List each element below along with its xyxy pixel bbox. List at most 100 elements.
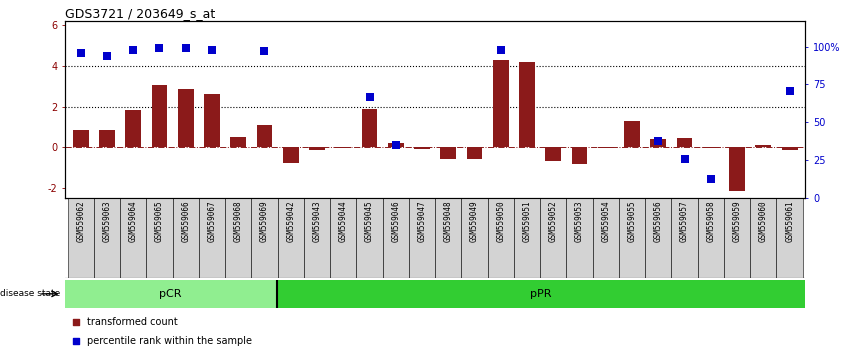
Text: GSM559064: GSM559064 xyxy=(129,201,138,242)
Bar xyxy=(362,109,378,147)
FancyBboxPatch shape xyxy=(120,198,146,278)
Bar xyxy=(99,130,115,147)
Text: pPR: pPR xyxy=(530,289,552,299)
Text: GDS3721 / 203649_s_at: GDS3721 / 203649_s_at xyxy=(65,7,215,20)
FancyBboxPatch shape xyxy=(330,198,357,278)
Text: GSM559053: GSM559053 xyxy=(575,201,584,242)
Bar xyxy=(335,147,351,148)
FancyBboxPatch shape xyxy=(462,198,488,278)
Point xyxy=(704,176,718,181)
FancyBboxPatch shape xyxy=(225,198,251,278)
Text: GSM559056: GSM559056 xyxy=(654,201,662,242)
Point xyxy=(178,45,192,51)
Point xyxy=(69,320,83,325)
Text: GSM559067: GSM559067 xyxy=(208,201,216,242)
Bar xyxy=(650,139,666,147)
Text: GSM559052: GSM559052 xyxy=(549,201,558,242)
Text: GSM559068: GSM559068 xyxy=(234,201,242,242)
Text: GSM559048: GSM559048 xyxy=(443,201,453,242)
Text: GSM559046: GSM559046 xyxy=(391,201,400,242)
Bar xyxy=(676,138,693,147)
FancyBboxPatch shape xyxy=(409,198,435,278)
Text: GSM559062: GSM559062 xyxy=(76,201,85,242)
Text: GSM559058: GSM559058 xyxy=(707,201,715,242)
Bar xyxy=(624,121,640,147)
Bar xyxy=(441,147,456,159)
FancyBboxPatch shape xyxy=(278,198,304,278)
Text: GSM559055: GSM559055 xyxy=(628,201,637,242)
FancyBboxPatch shape xyxy=(777,198,803,278)
Text: GSM559044: GSM559044 xyxy=(339,201,348,242)
Text: percentile rank within the sample: percentile rank within the sample xyxy=(87,336,252,346)
Bar xyxy=(126,110,141,147)
Text: GSM559047: GSM559047 xyxy=(417,201,427,242)
Bar xyxy=(230,137,246,147)
Bar xyxy=(414,147,430,149)
Point xyxy=(152,45,166,51)
Text: disease state: disease state xyxy=(0,289,61,298)
Text: GSM559059: GSM559059 xyxy=(733,201,741,242)
Text: GSM559045: GSM559045 xyxy=(365,201,374,242)
FancyBboxPatch shape xyxy=(199,198,225,278)
Text: pCR: pCR xyxy=(159,289,182,299)
FancyBboxPatch shape xyxy=(540,198,566,278)
Point xyxy=(126,47,140,52)
Point xyxy=(205,47,219,52)
Bar xyxy=(256,125,273,147)
FancyBboxPatch shape xyxy=(251,198,278,278)
FancyBboxPatch shape xyxy=(65,280,276,308)
Point xyxy=(389,142,403,148)
Point xyxy=(74,50,87,56)
Bar xyxy=(546,147,561,161)
FancyBboxPatch shape xyxy=(304,198,330,278)
Bar xyxy=(572,147,587,164)
Text: GSM559049: GSM559049 xyxy=(470,201,479,242)
FancyBboxPatch shape xyxy=(698,198,724,278)
Bar xyxy=(152,85,167,147)
Text: GSM559054: GSM559054 xyxy=(601,201,611,242)
Text: GSM559042: GSM559042 xyxy=(287,201,295,242)
FancyBboxPatch shape xyxy=(357,198,383,278)
Bar xyxy=(178,90,194,147)
FancyBboxPatch shape xyxy=(619,198,645,278)
Bar xyxy=(782,147,798,150)
Point xyxy=(100,53,114,58)
FancyBboxPatch shape xyxy=(94,198,120,278)
Point xyxy=(257,48,271,54)
Bar xyxy=(467,147,482,159)
Text: transformed count: transformed count xyxy=(87,318,178,327)
FancyBboxPatch shape xyxy=(383,198,409,278)
FancyBboxPatch shape xyxy=(68,198,94,278)
Text: GSM559069: GSM559069 xyxy=(260,201,269,242)
Text: GSM559060: GSM559060 xyxy=(759,201,768,242)
FancyBboxPatch shape xyxy=(146,198,172,278)
Point xyxy=(494,47,507,52)
FancyBboxPatch shape xyxy=(750,198,777,278)
Bar xyxy=(73,130,88,147)
Bar xyxy=(703,147,719,148)
FancyBboxPatch shape xyxy=(172,198,199,278)
FancyBboxPatch shape xyxy=(435,198,462,278)
Text: GSM559050: GSM559050 xyxy=(496,201,505,242)
Text: GSM559063: GSM559063 xyxy=(102,201,112,242)
FancyBboxPatch shape xyxy=(645,198,671,278)
Text: GSM559043: GSM559043 xyxy=(313,201,321,242)
Bar xyxy=(204,95,220,147)
Bar xyxy=(388,143,404,147)
Point xyxy=(363,94,377,99)
Text: GSM559051: GSM559051 xyxy=(522,201,532,242)
Point xyxy=(783,88,797,93)
FancyBboxPatch shape xyxy=(514,198,540,278)
Text: GSM559057: GSM559057 xyxy=(680,201,689,242)
Bar xyxy=(309,147,325,150)
Point xyxy=(678,156,692,162)
Bar xyxy=(729,147,745,191)
FancyBboxPatch shape xyxy=(592,198,619,278)
Bar xyxy=(520,62,535,147)
FancyBboxPatch shape xyxy=(488,198,514,278)
Bar xyxy=(755,145,772,147)
Point xyxy=(69,338,83,344)
Text: GSM559065: GSM559065 xyxy=(155,201,164,242)
FancyBboxPatch shape xyxy=(276,280,805,308)
Text: GSM559066: GSM559066 xyxy=(181,201,191,242)
